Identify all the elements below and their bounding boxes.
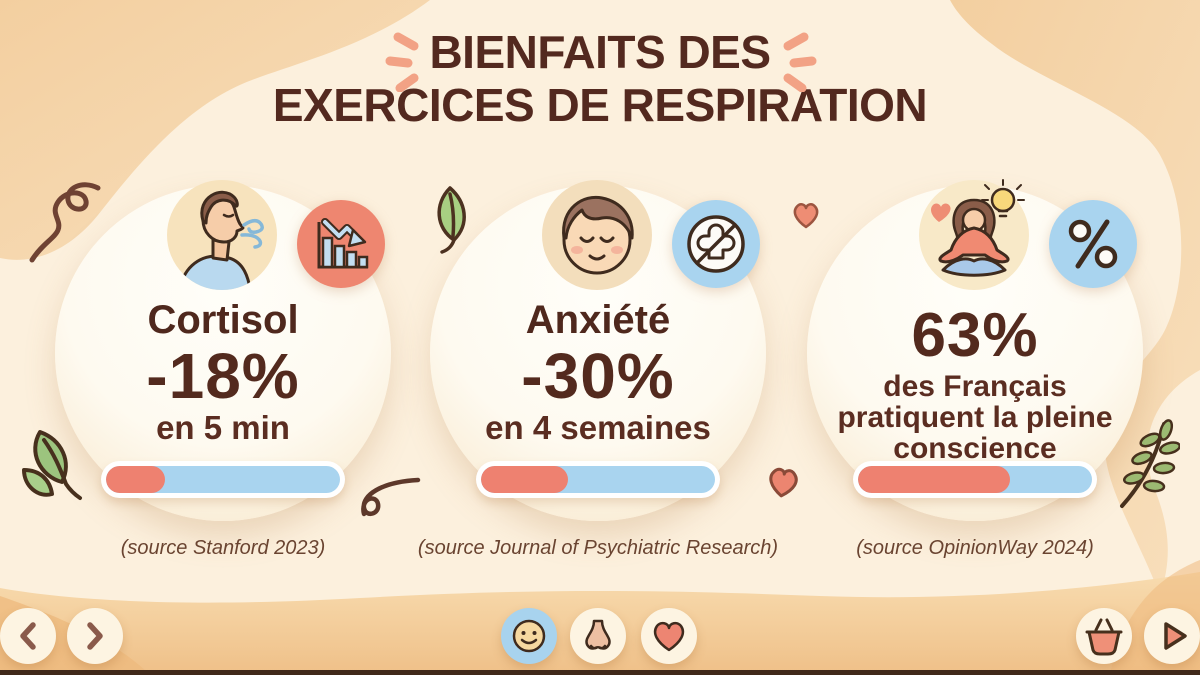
card-subtitle: en 5 min bbox=[156, 409, 290, 446]
bottom-edge-strip bbox=[0, 670, 1200, 675]
progress-bar bbox=[853, 461, 1097, 498]
percent-sign-icon bbox=[1049, 200, 1137, 288]
card-source: (source Stanford 2023) bbox=[120, 537, 326, 559]
shopping-basket-icon bbox=[1085, 618, 1123, 656]
basket-button[interactable] bbox=[1076, 608, 1132, 664]
prev-button[interactable] bbox=[0, 608, 56, 664]
card-subtitle: des Français pratiquent la pleine consci… bbox=[837, 370, 1113, 465]
declining-bar-chart-icon bbox=[297, 200, 385, 288]
man-exhaling-avatar-icon bbox=[165, 178, 279, 292]
progress-fill bbox=[106, 466, 165, 493]
smiley-face-icon bbox=[512, 619, 546, 653]
curl-doodle-icon bbox=[29, 182, 101, 263]
title-line-1: BIENFAITS DES bbox=[429, 26, 771, 78]
progress-bar bbox=[101, 461, 345, 498]
card-source: (source Journal of Psychiatric Research) bbox=[417, 537, 779, 559]
laurel-leaves-icon bbox=[22, 430, 82, 500]
squiggle-icon bbox=[361, 477, 421, 517]
nose-icon bbox=[585, 619, 611, 650]
play-button[interactable] bbox=[1144, 608, 1200, 664]
smiley-button[interactable] bbox=[501, 608, 557, 664]
heart-button[interactable] bbox=[641, 608, 697, 664]
progress-fill bbox=[481, 466, 568, 493]
card-heading: Anxiété bbox=[525, 298, 671, 342]
nose-button[interactable] bbox=[570, 608, 626, 664]
page-title: BIENFAITS DES EXERCICES DE RESPIRATION bbox=[0, 26, 1200, 132]
stat-card-anxiete: Anxiété -30% en 4 semaines (source Journ… bbox=[418, 180, 778, 585]
chevron-right-icon bbox=[87, 622, 103, 650]
meditating-woman-avatar-icon bbox=[917, 178, 1031, 292]
title-line-2: EXERCICES DE RESPIRATION bbox=[272, 79, 928, 131]
card-subtitle: en 4 semaines bbox=[485, 409, 711, 446]
play-icon bbox=[1164, 622, 1187, 650]
stat-card-cortisol: Cortisol -18% en 5 min (source Stanford … bbox=[55, 180, 391, 585]
card-source: (source OpinionWay 2024) bbox=[856, 537, 1094, 559]
stat-card-pleine-conscience: 63% des Français pratiquent la pleine co… bbox=[807, 179, 1143, 585]
card-value: -18% bbox=[146, 340, 300, 412]
card-value: -30% bbox=[521, 340, 675, 412]
spark-dashes-left-icon bbox=[385, 32, 419, 92]
small-heart-icon bbox=[769, 467, 798, 498]
olive-sprig-icon bbox=[1120, 419, 1180, 508]
heart-icon bbox=[653, 621, 685, 652]
progress-fill bbox=[858, 466, 1011, 493]
chevron-left-icon bbox=[20, 622, 36, 650]
anxiety-crossed-out-icon bbox=[672, 200, 760, 288]
next-button[interactable] bbox=[67, 608, 123, 664]
progress-bar bbox=[476, 461, 720, 498]
small-heart-icon bbox=[793, 203, 819, 229]
spark-dashes-right-icon bbox=[783, 32, 817, 92]
card-value: 63% bbox=[911, 301, 1039, 370]
calm-face-avatar-icon bbox=[540, 178, 654, 292]
green-leaf-icon bbox=[437, 186, 466, 254]
card-heading: Cortisol bbox=[147, 298, 299, 342]
